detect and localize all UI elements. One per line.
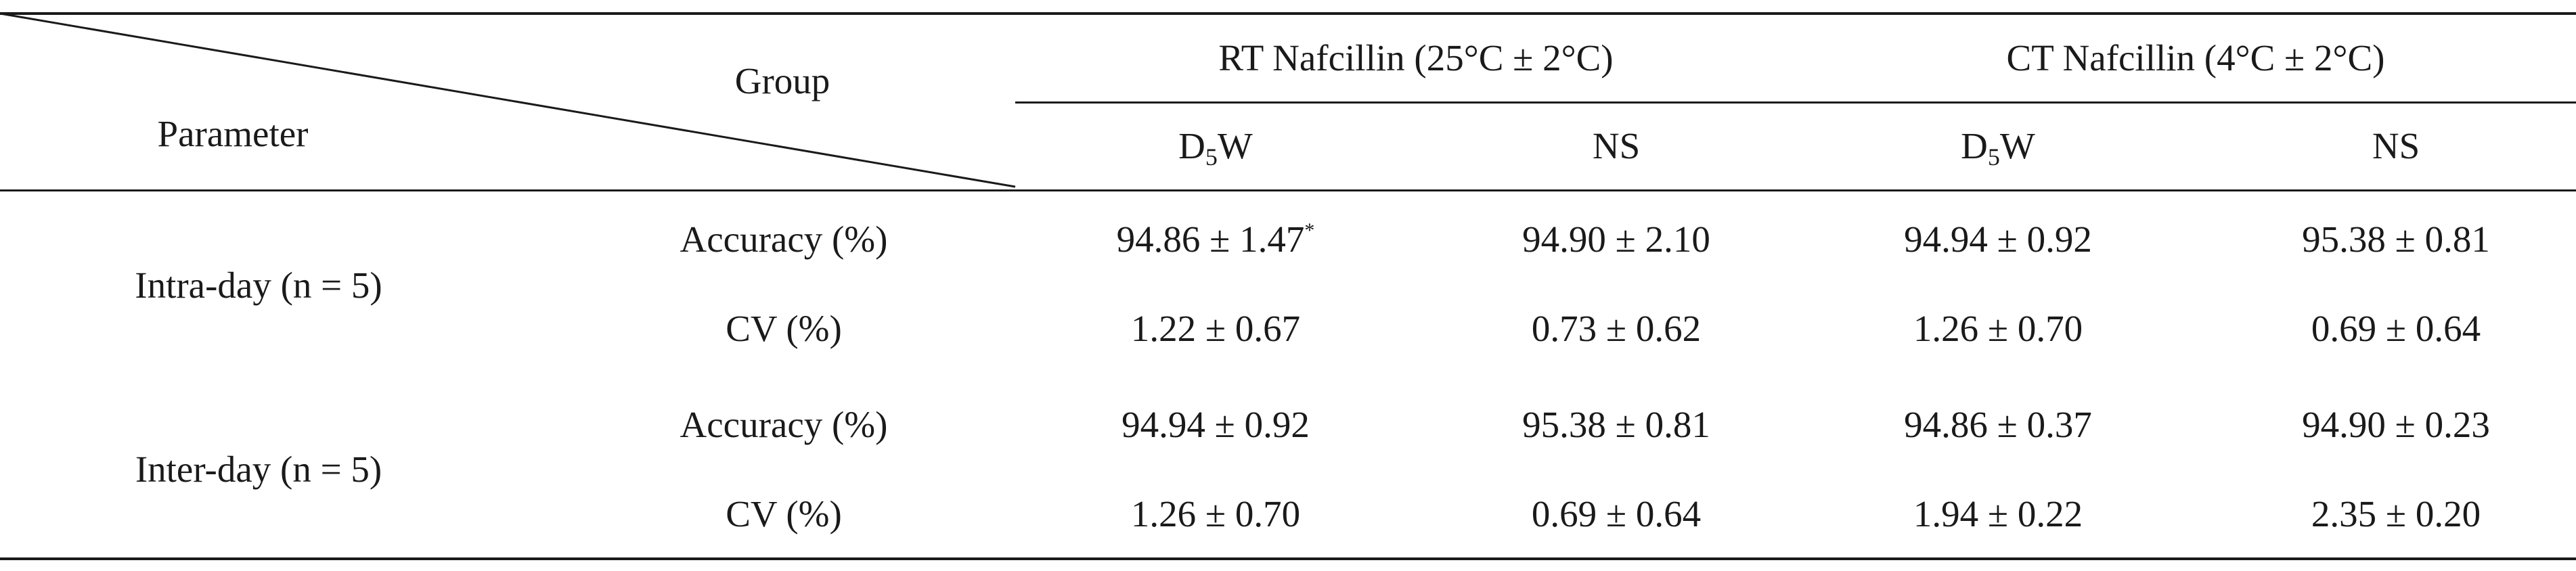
table-cell: 94.94 ± 0.92 — [1904, 219, 2092, 260]
table-cell: 2.35 ± 0.20 — [2311, 493, 2481, 534]
row-label-accuracy: Accuracy (%) — [680, 404, 888, 445]
table-cell: 1.22 ± 0.67 — [1130, 308, 1301, 349]
table-cell: 94.90 ± 2.10 — [1522, 219, 1710, 260]
col-ct-d5w: D5W — [1961, 125, 2035, 170]
parameter-header: Parameter — [157, 113, 309, 154]
table-cell: 1.26 ± 0.70 — [1913, 308, 2083, 349]
ct-group-header: CT Nafcillin (4°C ± 2°C) — [2006, 37, 2385, 78]
top-rule — [0, 12, 2576, 15]
table-cell: 95.38 ± 0.81 — [2302, 219, 2490, 260]
rt-group-header: RT Nafcillin (25°C ± 2°C) — [1218, 37, 1614, 78]
table-cell: 1.94 ± 0.22 — [1913, 493, 2083, 534]
significance-marker: * — [1304, 219, 1315, 242]
header-bottom-rule — [0, 189, 2576, 191]
table-cell: 94.90 ± 0.23 — [2302, 404, 2490, 445]
row-parameter-inter-day: Inter-day (n = 5) — [135, 449, 382, 490]
diagonal-header-line — [0, 12, 1016, 188]
col-rt-d5w: D5W — [1178, 125, 1253, 170]
row-label-cv: CV (%) — [726, 493, 842, 534]
row-label-accuracy: Accuracy (%) — [680, 219, 888, 260]
col-rt-ns: NS — [1592, 125, 1641, 166]
table-cell: 95.38 ± 0.81 — [1522, 404, 1710, 445]
table-cell: 94.86 ± 0.37 — [1904, 404, 2092, 445]
table-cell: 0.69 ± 0.64 — [1531, 493, 1702, 534]
table-cell: 94.86 ± 1.47* — [1116, 219, 1315, 260]
table-cell: 0.73 ± 0.62 — [1531, 308, 1702, 349]
table-cell: 0.69 ± 0.64 — [2311, 308, 2481, 349]
table-cell: 1.26 ± 0.70 — [1130, 493, 1301, 534]
group-header: Group — [734, 60, 830, 101]
group-underline — [1015, 101, 2576, 104]
table-cell: 94.94 ± 0.92 — [1122, 404, 1310, 445]
col-ct-ns: NS — [2372, 125, 2420, 166]
row-label-cv: CV (%) — [726, 308, 842, 349]
bottom-rule — [0, 557, 2576, 560]
row-parameter-intra-day: Intra-day (n = 5) — [135, 265, 382, 306]
